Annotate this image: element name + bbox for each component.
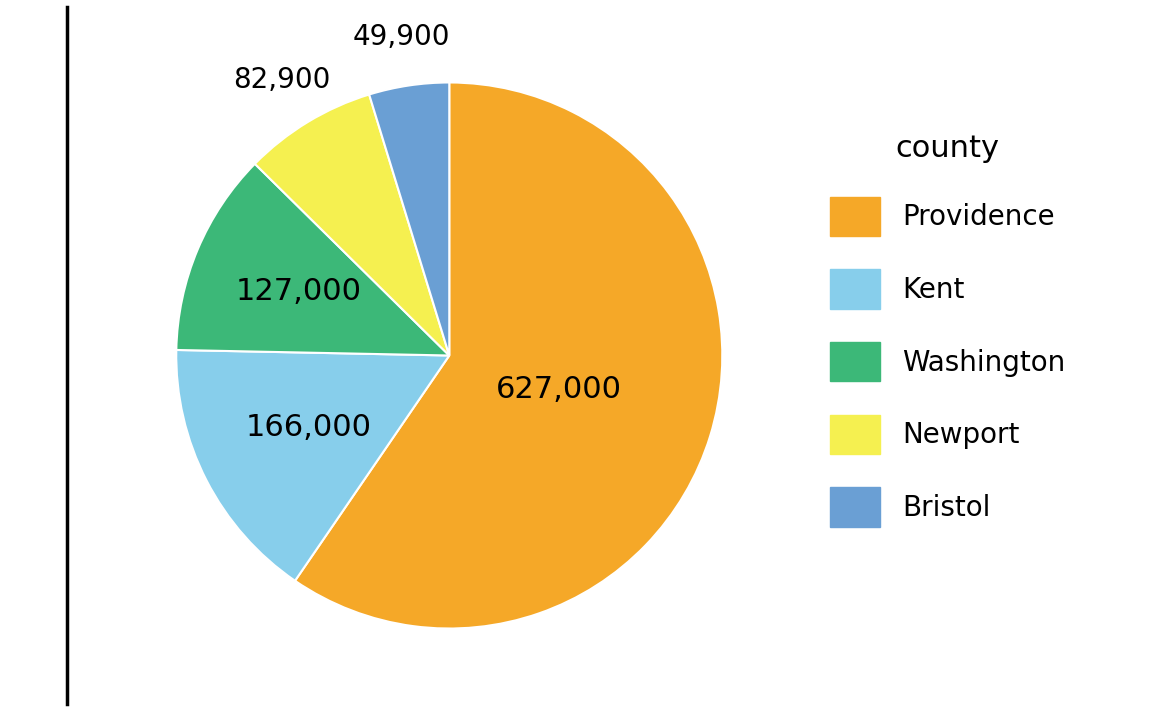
Wedge shape	[255, 95, 449, 356]
Text: 627,000: 627,000	[495, 375, 622, 404]
Wedge shape	[176, 164, 449, 356]
Wedge shape	[369, 82, 449, 356]
Text: 166,000: 166,000	[245, 413, 371, 442]
Wedge shape	[176, 350, 449, 581]
Text: 127,000: 127,000	[235, 277, 362, 306]
Text: 82,900: 82,900	[234, 66, 331, 94]
Wedge shape	[295, 82, 722, 629]
Legend: Providence, Kent, Washington, Newport, Bristol: Providence, Kent, Washington, Newport, B…	[816, 121, 1079, 540]
Text: 49,900: 49,900	[353, 23, 450, 51]
